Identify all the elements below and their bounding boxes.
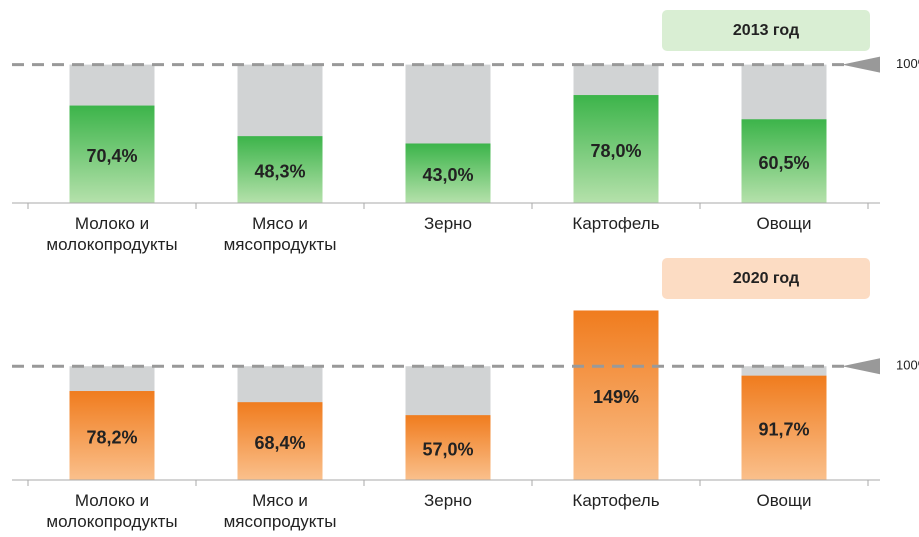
bar — [237, 402, 323, 480]
value-label: 48,3% — [254, 161, 305, 181]
reference-label: 100% — [896, 358, 919, 373]
value-label: 68,4% — [254, 433, 305, 453]
bar — [573, 95, 659, 203]
value-label: 60,5% — [758, 153, 809, 173]
reference-label: 100% — [896, 56, 919, 71]
bar — [573, 310, 659, 480]
title-box — [662, 258, 870, 299]
bar — [237, 136, 323, 203]
value-label: 70,4% — [86, 146, 137, 166]
value-label: 57,0% — [422, 439, 473, 459]
bar — [405, 415, 491, 480]
value-label: 43,0% — [422, 165, 473, 185]
bar — [741, 375, 827, 480]
bar — [69, 391, 155, 480]
x-tick-label: Овощи — [756, 491, 812, 510]
value-label: 78,2% — [86, 427, 137, 447]
value-label: 78,0% — [590, 141, 641, 161]
reference-marker — [842, 358, 880, 375]
x-tick-label: Зерно — [423, 491, 473, 510]
bar — [741, 119, 827, 203]
x-tick-label: Мясо и мясопродукты — [223, 214, 337, 254]
x-tick-label: Картофель — [572, 491, 660, 510]
reference-marker — [842, 56, 880, 73]
panel-title: 2013 год — [733, 22, 799, 39]
title-box — [662, 10, 870, 51]
x-tick-label: Молоко и молокопродукты — [46, 214, 178, 254]
panel-title: 2020 год — [733, 270, 799, 287]
value-label: 91,7% — [758, 420, 809, 440]
x-tick-label: Молоко и молокопродукты — [46, 491, 178, 531]
x-tick-label: Овощи — [756, 214, 812, 233]
bar — [405, 143, 491, 203]
x-tick-label: Мясо и мясопродукты — [223, 491, 337, 531]
x-tick-label: Зерно — [423, 214, 473, 233]
bar — [69, 105, 155, 203]
value-label: 149% — [593, 387, 639, 407]
x-tick-label: Картофель — [572, 214, 660, 233]
